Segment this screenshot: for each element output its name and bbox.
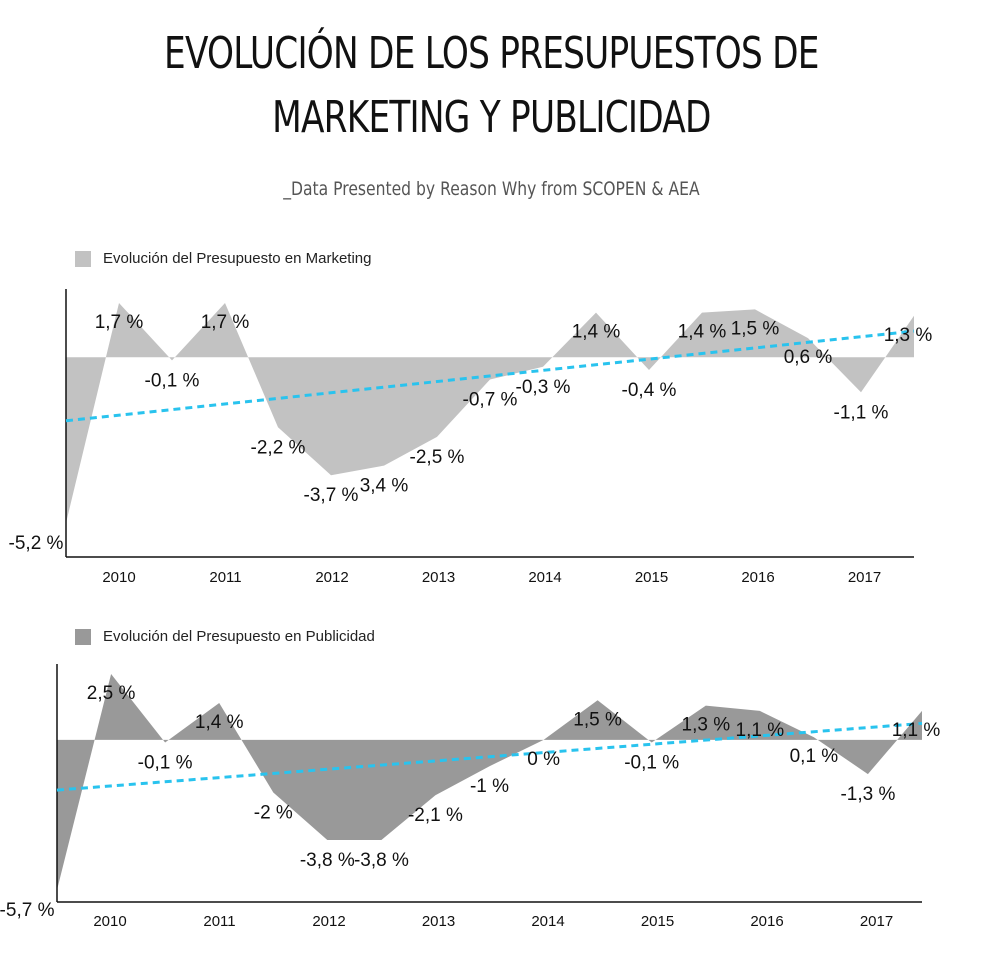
chart-marketing: -5,2 %1,7 %-0,1 %1,7 %-2,2 %-3,7 % 3,4 %-…	[9, 289, 933, 586]
data-label: -1 %	[470, 776, 509, 797]
data-label: 0,1 %	[790, 746, 839, 767]
data-label: 0 %	[527, 749, 560, 770]
data-label: 2,5 %	[87, 683, 136, 704]
data-label: 3,4 %	[360, 476, 409, 497]
x-tick-label: 2012	[312, 913, 345, 930]
chart-publicidad: -5,7 %2,5 %-0,1 %1,4 %-2 %-3,8 % -3,8 %-2…	[0, 664, 941, 930]
data-label: 1,4 %	[678, 322, 727, 343]
page-title: EVOLUCIÓN DE LOS PRESUPUESTOS DE MARKETI…	[108, 22, 875, 150]
data-label: -2,1 %	[408, 805, 463, 826]
x-tick-label: 2015	[641, 913, 674, 930]
data-label: 1,5 %	[731, 318, 780, 339]
legend-marketing: Evolución del Presupuesto en Marketing	[75, 250, 372, 267]
data-label: 0,6 %	[784, 347, 833, 368]
data-label: -0,1 %	[145, 370, 200, 391]
data-label: -2,2 %	[251, 437, 306, 458]
legend-swatch-marketing	[75, 250, 91, 267]
legend-publicidad: Evolución del Presupuesto en Publicidad	[75, 628, 375, 645]
trend-line	[56, 721, 923, 792]
data-label: 1,5 %	[573, 709, 622, 730]
data-label: 1,4 %	[195, 712, 244, 733]
x-tick-label: 2014	[531, 913, 564, 930]
data-label: -2,5 %	[410, 447, 465, 468]
x-tick-label: 2012	[315, 569, 348, 586]
data-label: 1,4 %	[572, 322, 621, 343]
data-label: -0,4 %	[622, 380, 677, 401]
data-label: -0,1 %	[138, 753, 193, 774]
data-label: -3,8 %	[300, 850, 355, 871]
x-tick-label: 2017	[848, 569, 881, 586]
data-label: -0,3 %	[516, 377, 571, 398]
data-label: -3,8 %	[354, 850, 409, 871]
data-label: -5,2 %	[9, 533, 64, 554]
area-series	[66, 303, 914, 523]
data-label: 1,7 %	[201, 312, 250, 333]
x-tick-label: 2011	[203, 913, 235, 930]
data-label: 1,3 %	[682, 715, 731, 736]
data-label: -3,7 %	[304, 485, 359, 506]
x-tick-label: 2010	[93, 913, 126, 930]
x-tick-label: 2011	[209, 569, 241, 586]
data-label: 1,7 %	[95, 312, 144, 333]
x-tick-label: 2014	[528, 569, 561, 586]
legend-swatch-publicidad	[75, 628, 91, 645]
legend-label-publicidad: Evolución del Presupuesto en Publicidad	[103, 628, 375, 645]
data-label: -1,1 %	[834, 402, 889, 423]
area-series	[57, 674, 922, 890]
data-label: -2 %	[254, 803, 293, 824]
x-tick-label: 2016	[750, 913, 783, 930]
data-label: -5,7 %	[0, 900, 55, 921]
page-subtitle: _Data Presented by Reason Why from SCOPE…	[283, 178, 700, 200]
data-label: -1,3 %	[840, 784, 895, 805]
data-label: -0,1 %	[624, 753, 679, 774]
x-tick-label: 2010	[102, 569, 135, 586]
data-label: 1,1 %	[736, 720, 785, 741]
data-label: -0,7 %	[463, 390, 518, 411]
title-line-1: EVOLUCIÓN DE LOS PRESUPUESTOS DE	[164, 28, 819, 79]
title-line-2: MARKETING Y PUBLICIDAD	[272, 92, 711, 143]
trend-line	[65, 329, 915, 423]
x-tick-label: 2013	[422, 913, 455, 930]
x-tick-label: 2015	[635, 569, 668, 586]
x-tick-label: 2013	[422, 569, 455, 586]
legend-label-marketing: Evolución del Presupuesto en Marketing	[103, 250, 372, 267]
data-label: 1,1 %	[892, 720, 941, 741]
data-label: 1,3 %	[884, 325, 933, 346]
x-tick-label: 2017	[860, 913, 893, 930]
x-tick-label: 2016	[741, 569, 774, 586]
